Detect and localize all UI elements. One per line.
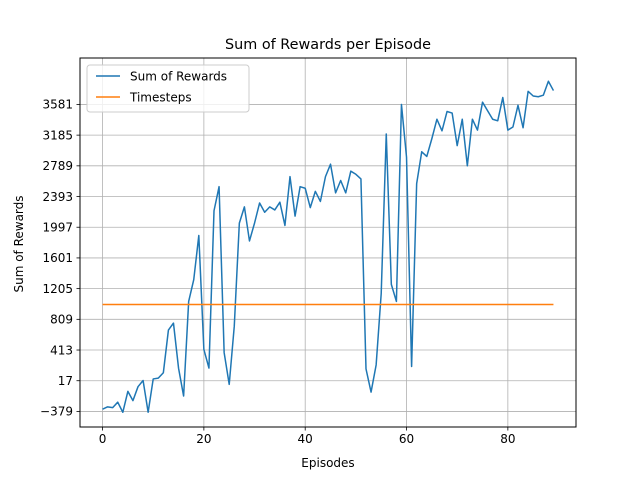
y-tick-label: −379 — [40, 405, 73, 419]
y-axis-label: Sum of Rewards — [12, 195, 26, 292]
grid — [80, 58, 576, 427]
y-tick-label: 3185 — [42, 128, 73, 142]
y-tick-label: 809 — [50, 313, 73, 327]
y-tick-label: 413 — [50, 343, 73, 357]
series-group — [102, 80, 555, 414]
y-axis: −379 17 413 809 1205 1601 1997 2393 2789 3185 3581 — [40, 98, 80, 419]
legend-box — [86, 64, 250, 113]
x-axis-label: Episodes — [301, 456, 354, 470]
x-tick-label: 0 — [99, 432, 107, 446]
series-line-sum-of-rewards — [102, 80, 555, 414]
x-tick-label: 60 — [399, 432, 414, 446]
y-tick-label: 1601 — [42, 251, 73, 265]
y-tick-label: 17 — [58, 374, 73, 388]
legend-label-sum-of-rewards: Sum of Rewards — [130, 69, 227, 83]
x-tick-label: 20 — [196, 432, 211, 446]
chart-title: Sum of Rewards per Episode — [225, 37, 431, 53]
y-tick-label: 1997 — [42, 221, 73, 235]
legend: Sum of Rewards Timesteps — [86, 64, 250, 113]
y-tick-label: 3581 — [42, 98, 73, 112]
plot-frame — [79, 57, 577, 428]
y-tick-label: 2393 — [42, 190, 73, 204]
x-axis: 0 20 40 60 80 — [99, 427, 515, 446]
y-tick-label: 2789 — [42, 159, 73, 173]
x-tick-label: 40 — [298, 432, 313, 446]
x-tick-label: 80 — [500, 432, 515, 446]
y-tick-label: 1205 — [42, 282, 73, 296]
legend-label-timesteps: Timesteps — [129, 90, 192, 104]
